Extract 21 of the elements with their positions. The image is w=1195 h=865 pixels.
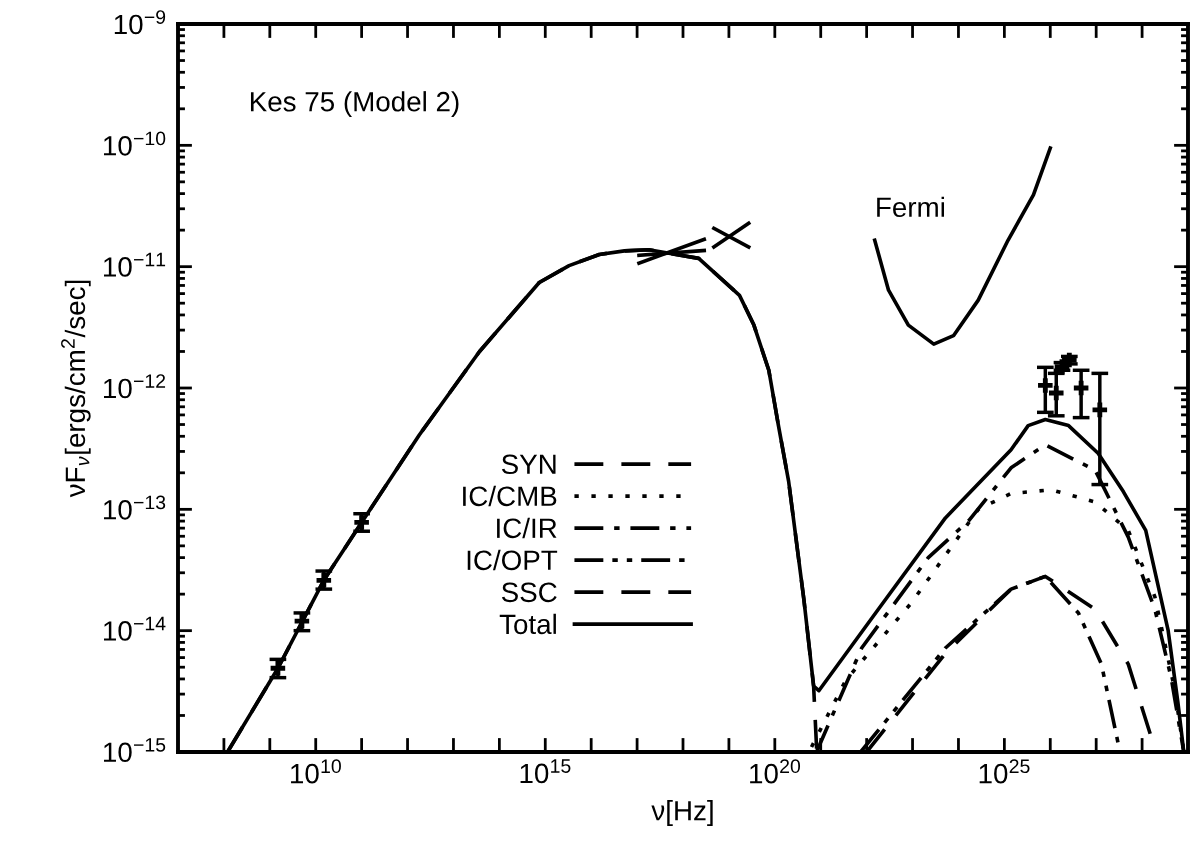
legend-label: IC/IR <box>497 517 557 539</box>
y-tick-label: 10$^{−13}$ <box>104 495 166 520</box>
legend-label: IC/CMB <box>463 485 557 507</box>
y-tick-label: 10$^{−9}$ <box>114 10 166 35</box>
legend-label: SYN <box>501 454 556 475</box>
x-tick-label: 10$^{15}$ <box>520 759 571 784</box>
legend-label: Total <box>499 613 556 635</box>
y-tick-label: 10$^{−14}$ <box>104 616 166 641</box>
y-axis-title: νF$_{ν}$[ergs/cm$^{2}$/sec] <box>61 280 91 498</box>
y-tick-label: 10$^{−15}$ <box>104 738 166 763</box>
y-tick-label: 10$^{−12}$ <box>104 374 166 399</box>
x-tick-label: 10$^{10}$ <box>291 759 341 784</box>
x-axis-title: ν[Hz] <box>651 800 713 827</box>
legend-label: IC/OPT <box>467 549 558 571</box>
x-tick-label: 10$^{20}$ <box>750 759 801 784</box>
annotation: Fermi <box>877 196 945 218</box>
y-tick-label: 10$^{−10}$ <box>104 131 166 156</box>
x-tick-label: 10$^{25}$ <box>979 759 1030 784</box>
y-tick-label: 10$^{−11}$ <box>104 252 166 277</box>
annotation: Kes 75 (Model 2) <box>250 91 459 118</box>
legend-label: SSC <box>501 582 557 603</box>
